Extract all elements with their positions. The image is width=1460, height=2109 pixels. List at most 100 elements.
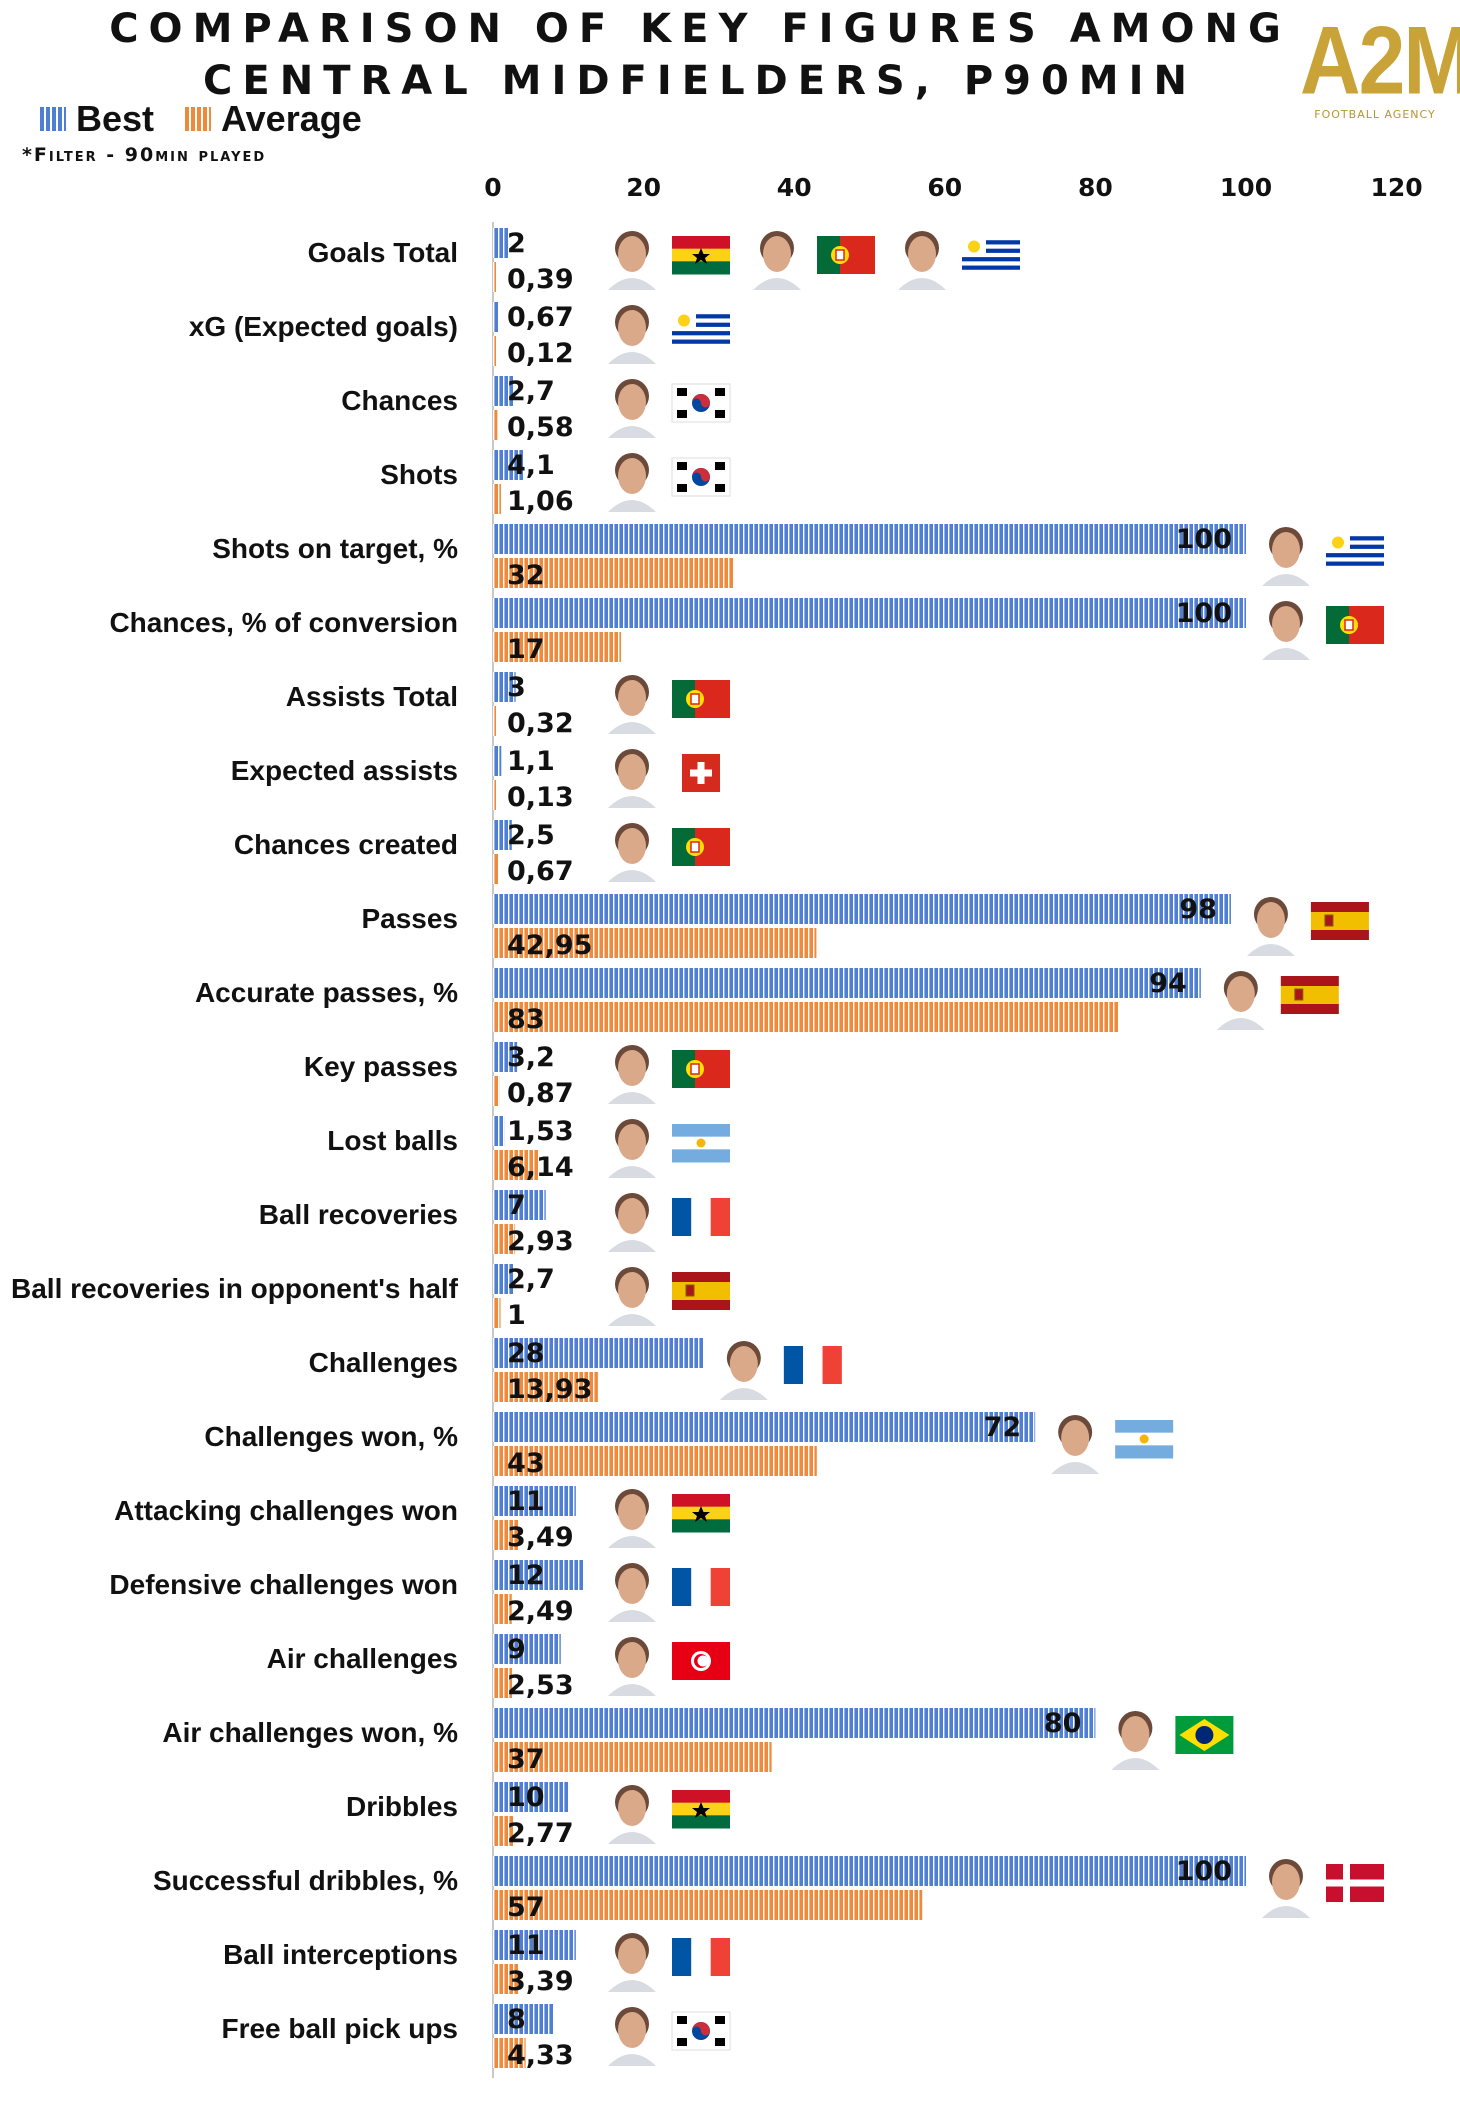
bar-average [493, 1076, 500, 1106]
data-label-best: 98 [1179, 894, 1217, 925]
bar-average [493, 780, 496, 810]
france-flag [672, 1198, 730, 1236]
x-tick-label: 80 [1078, 173, 1113, 202]
spain-coat [1294, 988, 1304, 1001]
uruguay-flag-part [962, 236, 1020, 241]
bar-best [493, 1634, 561, 1664]
chart-row: Attacking challenges won 11 3,49 [114, 1486, 730, 1553]
chart-row: Chances created 2,5 0,67 [234, 820, 730, 887]
bar-average [493, 854, 499, 884]
row-label: Air challenges won, % [162, 1717, 458, 1748]
data-label-best: 3,2 [507, 1042, 555, 1073]
portugal-shield [1344, 619, 1354, 631]
x-tick-label: 0 [484, 173, 501, 202]
row-label: Free ball pick ups [221, 2013, 458, 2044]
row-label: Shots [380, 459, 458, 490]
portugal-flag-part [1326, 606, 1349, 644]
south-korea-flag [671, 2011, 731, 2051]
spain-flag-part [672, 1272, 730, 1282]
france-flag-part [691, 1198, 711, 1236]
france-flag-part [672, 1568, 692, 1606]
uruguay-flag-part [962, 244, 1020, 249]
data-label-average: 0,58 [507, 412, 574, 443]
data-label-average: 0,39 [507, 264, 574, 295]
chart-row: Assists Total 3 0,32 [286, 672, 730, 739]
chart-row: xG (Expected goals) 0,67 0,12 [189, 302, 730, 369]
uruguay-sun [678, 314, 690, 327]
bar-average [493, 262, 496, 292]
ghana-flag-part [672, 1519, 730, 1533]
france-flag [672, 1938, 730, 1976]
france-flag-part [783, 1346, 804, 1384]
spain-flag [1280, 976, 1339, 1014]
ghana-star [692, 248, 710, 264]
bar-average [493, 1816, 514, 1846]
spain-flag-part [1310, 902, 1369, 912]
portugal-flag [672, 680, 730, 718]
ghana-star [692, 1506, 710, 1522]
uruguay-flag-part [672, 310, 730, 315]
x-tick-label: 20 [626, 173, 661, 202]
bar-average [493, 1964, 519, 1994]
legend-average-label: Average [221, 98, 362, 139]
data-label-best: 80 [1044, 1708, 1082, 1739]
portugal-shield [835, 249, 845, 261]
bar-best [493, 302, 499, 332]
row-label: Passes [361, 903, 458, 934]
south-korea-flag [671, 383, 731, 423]
argentina-flag-part [672, 1124, 730, 1138]
legend-best: Best [40, 98, 154, 140]
bar-best [493, 1930, 576, 1960]
chart-row: Ball interceptions 11 3,39 [223, 1930, 730, 1997]
data-label-average: 57 [507, 1892, 545, 1923]
data-label-best: 28 [507, 1338, 545, 1369]
data-label-average: 2,49 [507, 1596, 574, 1627]
portugal-shield [690, 841, 700, 853]
data-label-best: 94 [1149, 968, 1187, 999]
row-label: Key passes [304, 1051, 458, 1082]
player-shirt [753, 278, 801, 290]
uruguay-flag-part [1326, 532, 1384, 537]
bar-best [493, 524, 1246, 554]
uruguay-flag-part [962, 240, 1020, 245]
chart-row: Ball recoveries in opponent's half 2,7 1 [11, 1264, 730, 1331]
tunisia-flag [672, 1642, 730, 1680]
uruguay-flag-part [962, 265, 1020, 271]
france-flag-part [691, 1568, 711, 1606]
korea-taeguk-red [692, 468, 710, 482]
chart-row: Key passes 3,2 0,87 [304, 1042, 730, 1109]
row-label: xG (Expected goals) [189, 311, 458, 342]
uruguay-flag-part [962, 261, 1020, 266]
bar-average [493, 1224, 516, 1254]
uruguay-flag-part [1326, 565, 1384, 571]
bar-average [493, 1594, 512, 1624]
uruguay-flag-part [672, 314, 730, 319]
data-label-average: 2,77 [507, 1818, 574, 1849]
data-label-best: 8 [507, 2004, 526, 2035]
chart-title-line-1: COMPARISON OF KEY FIGURES AMONG [109, 6, 1291, 52]
player-photo [608, 675, 656, 734]
row-label: Chances [341, 385, 458, 416]
row-label: Air challenges [267, 1643, 458, 1674]
uruguay-flag-part [962, 248, 1020, 254]
france-flag-part [710, 1938, 730, 1976]
player-face [618, 1198, 646, 1234]
data-label-best: 10 [507, 1782, 545, 1813]
player-photo [608, 1933, 656, 1992]
logo-main-text: A2M [1300, 5, 1460, 115]
data-label-average: 2,93 [507, 1226, 574, 1257]
korea-trigram [677, 388, 687, 396]
player-face [618, 2012, 646, 2048]
chart-row: Ball recoveries 7 2,93 [259, 1190, 730, 1257]
player-shirt [608, 1092, 656, 1104]
data-label-best: 2,7 [507, 376, 555, 407]
bar-best [493, 1782, 569, 1812]
player-photo [1051, 1415, 1100, 1474]
france-flag-part [691, 1938, 711, 1976]
bar-average [493, 1742, 772, 1772]
bar-average [493, 1520, 520, 1550]
player-shirt [608, 352, 656, 364]
logo-sub-text: FOOTBALL AGENCY [1314, 108, 1436, 121]
player-photo [1246, 897, 1295, 956]
